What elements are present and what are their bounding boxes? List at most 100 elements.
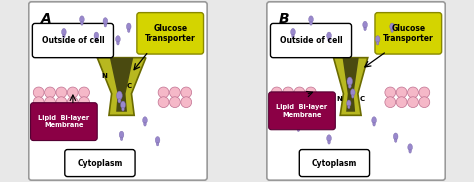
- Ellipse shape: [310, 22, 312, 25]
- Ellipse shape: [391, 29, 393, 32]
- FancyBboxPatch shape: [30, 103, 97, 141]
- Text: Outside of cell: Outside of cell: [280, 36, 342, 45]
- Circle shape: [79, 97, 90, 108]
- Ellipse shape: [373, 122, 375, 126]
- Text: Lipid  Bi-layer
Membrane: Lipid Bi-layer Membrane: [38, 115, 90, 128]
- Polygon shape: [334, 58, 368, 115]
- Ellipse shape: [363, 21, 367, 28]
- Circle shape: [419, 87, 430, 98]
- Ellipse shape: [122, 107, 124, 111]
- Ellipse shape: [90, 124, 92, 128]
- Ellipse shape: [327, 32, 331, 39]
- Ellipse shape: [62, 28, 66, 35]
- Circle shape: [170, 87, 180, 98]
- Polygon shape: [97, 58, 146, 115]
- FancyBboxPatch shape: [299, 150, 370, 177]
- Ellipse shape: [128, 29, 130, 32]
- Ellipse shape: [350, 89, 355, 96]
- Circle shape: [385, 97, 396, 108]
- Polygon shape: [343, 58, 359, 112]
- Ellipse shape: [104, 23, 107, 27]
- Ellipse shape: [393, 133, 398, 140]
- Circle shape: [283, 87, 293, 98]
- Ellipse shape: [348, 105, 350, 109]
- Circle shape: [271, 87, 282, 98]
- Ellipse shape: [291, 28, 295, 35]
- Circle shape: [305, 97, 316, 108]
- Circle shape: [283, 97, 293, 108]
- FancyBboxPatch shape: [29, 2, 207, 180]
- Circle shape: [56, 97, 67, 108]
- Circle shape: [170, 97, 180, 108]
- Ellipse shape: [120, 101, 126, 109]
- Circle shape: [67, 97, 78, 108]
- FancyBboxPatch shape: [269, 92, 335, 130]
- FancyBboxPatch shape: [271, 23, 352, 58]
- Circle shape: [158, 87, 169, 98]
- Circle shape: [305, 87, 316, 98]
- Ellipse shape: [346, 100, 351, 106]
- Ellipse shape: [120, 137, 123, 141]
- Circle shape: [45, 97, 55, 108]
- FancyBboxPatch shape: [137, 13, 203, 54]
- Ellipse shape: [390, 23, 394, 30]
- FancyBboxPatch shape: [32, 23, 113, 58]
- Ellipse shape: [394, 139, 397, 142]
- Circle shape: [294, 87, 305, 98]
- Ellipse shape: [364, 27, 366, 31]
- Ellipse shape: [297, 128, 300, 132]
- Text: Lipid  Bi-layer
Membrane: Lipid Bi-layer Membrane: [276, 104, 328, 118]
- Ellipse shape: [328, 38, 330, 41]
- Text: C: C: [359, 96, 365, 102]
- Text: Cytoplasm: Cytoplasm: [77, 159, 123, 168]
- Text: Glucose
Transporter: Glucose Transporter: [145, 24, 196, 43]
- Ellipse shape: [352, 95, 354, 98]
- Ellipse shape: [117, 91, 122, 100]
- Text: B: B: [279, 12, 289, 26]
- Circle shape: [408, 97, 419, 108]
- Ellipse shape: [117, 41, 119, 45]
- Polygon shape: [110, 58, 133, 112]
- Text: N: N: [101, 73, 108, 79]
- Text: N: N: [337, 96, 342, 102]
- Ellipse shape: [119, 131, 124, 138]
- Text: A: A: [40, 12, 51, 26]
- Ellipse shape: [348, 84, 351, 88]
- Circle shape: [33, 87, 44, 98]
- Text: Cytoplasm: Cytoplasm: [312, 159, 357, 168]
- Ellipse shape: [89, 118, 93, 126]
- Ellipse shape: [94, 32, 99, 39]
- Circle shape: [419, 97, 430, 108]
- Ellipse shape: [63, 34, 65, 38]
- Ellipse shape: [408, 144, 412, 151]
- Ellipse shape: [116, 36, 120, 43]
- Ellipse shape: [118, 98, 121, 103]
- Circle shape: [56, 87, 67, 98]
- Ellipse shape: [81, 22, 83, 25]
- Ellipse shape: [375, 36, 380, 43]
- Ellipse shape: [309, 16, 313, 23]
- Text: Glucose
Transporter: Glucose Transporter: [383, 24, 434, 43]
- Circle shape: [396, 97, 407, 108]
- Ellipse shape: [103, 18, 108, 25]
- Ellipse shape: [372, 117, 376, 124]
- Ellipse shape: [127, 23, 131, 30]
- Ellipse shape: [144, 122, 146, 126]
- FancyBboxPatch shape: [65, 150, 135, 177]
- Circle shape: [408, 87, 419, 98]
- Circle shape: [33, 97, 44, 108]
- Circle shape: [181, 97, 191, 108]
- Ellipse shape: [296, 122, 301, 129]
- Circle shape: [294, 97, 305, 108]
- Text: Outside of cell: Outside of cell: [42, 36, 104, 45]
- Circle shape: [158, 97, 169, 108]
- Circle shape: [79, 87, 90, 98]
- Ellipse shape: [156, 142, 159, 146]
- Ellipse shape: [155, 136, 160, 144]
- FancyBboxPatch shape: [375, 13, 442, 54]
- Circle shape: [67, 87, 78, 98]
- Ellipse shape: [143, 117, 147, 124]
- Ellipse shape: [95, 38, 98, 41]
- Text: C: C: [127, 84, 132, 90]
- FancyBboxPatch shape: [267, 2, 445, 180]
